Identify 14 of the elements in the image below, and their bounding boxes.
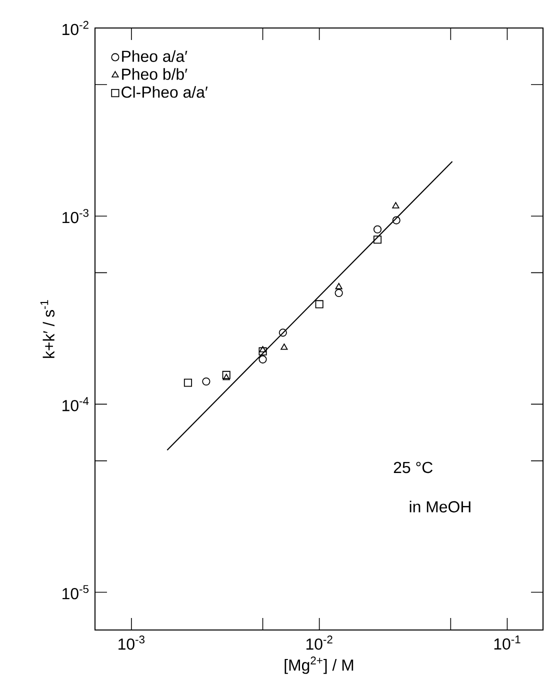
x-tick-label: 10$^{-1}$	[494, 636, 520, 650]
x-tick-label: 10$^{-2}$	[306, 636, 332, 650]
y-tick-label: 10$^{-2}$	[62, 20, 88, 36]
legend-label: Pheo a/a′	[122, 50, 188, 62]
y-tick-label: 10$^{-5}$	[62, 585, 89, 600]
x-axis-title: [Mg$^{2+}$] / M	[284, 656, 354, 674]
x-tick-label: 10$^{-3}$	[118, 636, 145, 650]
legend-label: Pheo b/b′	[122, 68, 188, 80]
y-tick-label: 10$^{-3}$	[62, 208, 88, 224]
y-tick-label: 10$^{-4}$	[62, 397, 89, 412]
legend-label: Cl-Pheo a/a′	[122, 86, 208, 98]
annotation: 25 °C	[394, 462, 433, 474]
annotation: in MeOH	[410, 500, 470, 512]
y-axis-title: k+k′ / s$^{-1}$	[40, 300, 55, 358]
